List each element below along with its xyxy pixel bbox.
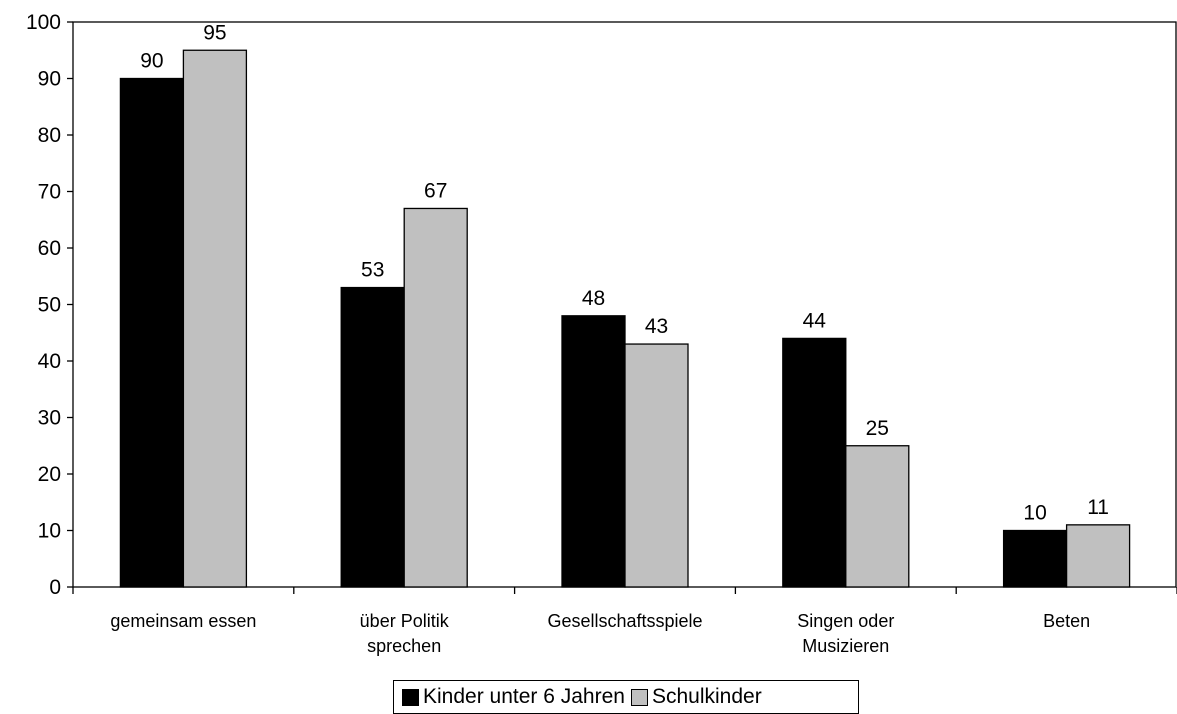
y-tick-label: 80	[38, 124, 61, 147]
y-tick-label: 10	[38, 520, 61, 543]
x-tick-label: Singen oder Musizieren	[797, 611, 894, 656]
data-label-series-2: 67	[424, 179, 447, 202]
data-labels: 90 53 48 44 10 95 67 43 25 11	[140, 21, 1109, 524]
axes: 0 10 20 30 40 50 60 70 80 90 100 gemeinsam essen übe…	[26, 11, 1177, 656]
bar-series-2	[624, 343, 689, 588]
x-tick-label: Gesellschaftsspiele	[547, 611, 702, 631]
data-label-series-2: 25	[866, 417, 889, 440]
y-tick-label: 60	[38, 237, 61, 260]
data-label-series-1: 90	[140, 50, 163, 73]
bars	[119, 49, 1131, 588]
y-tick-label: 20	[38, 463, 61, 486]
x-tick-label: gemeinsam essen	[110, 611, 256, 631]
y-tick-label: 70	[38, 181, 61, 204]
legend-item-series-1: Kinder unter 6 Jahren	[402, 685, 625, 709]
data-label-series-1: 44	[803, 309, 827, 332]
x-tick-label: über Politik sprechen	[360, 611, 450, 656]
legend-label-series-2: Schulkinder	[651, 685, 762, 708]
x-tick-label: Beten	[1043, 611, 1090, 631]
y-tick-label: 50	[38, 294, 61, 317]
legend-swatch-series-2	[630, 688, 648, 706]
data-label-series-2: 11	[1087, 496, 1109, 519]
legend-swatch-series-1	[402, 688, 419, 706]
data-label-series-2: 95	[203, 21, 226, 44]
legend-item-series-2: Schulkinder	[630, 685, 762, 709]
y-tick-label: 40	[38, 350, 61, 373]
y-tick-label: 90	[38, 68, 61, 91]
bar-series-1	[119, 77, 185, 588]
bar-series-2	[845, 445, 910, 588]
data-label-series-1: 53	[361, 259, 384, 282]
legend: Kinder unter 6 Jahren Schulkinder	[393, 680, 859, 714]
y-tick-label: 100	[26, 11, 61, 34]
y-tick-label: 30	[38, 407, 61, 430]
legend-label-series-1: Kinder unter 6 Jahren	[423, 685, 625, 708]
data-label-series-1: 10	[1023, 502, 1046, 525]
bar-series-1	[1002, 529, 1068, 588]
bar-series-1	[561, 315, 626, 588]
data-label-series-2: 43	[645, 315, 668, 338]
bar-series-2	[403, 207, 468, 588]
bar-series-1	[782, 337, 847, 588]
bar-series-1	[340, 286, 405, 588]
data-label-series-1: 48	[582, 287, 605, 310]
bar-series-2	[1065, 524, 1131, 588]
y-tick-label: 0	[49, 576, 61, 599]
bar-series-2	[182, 49, 248, 588]
